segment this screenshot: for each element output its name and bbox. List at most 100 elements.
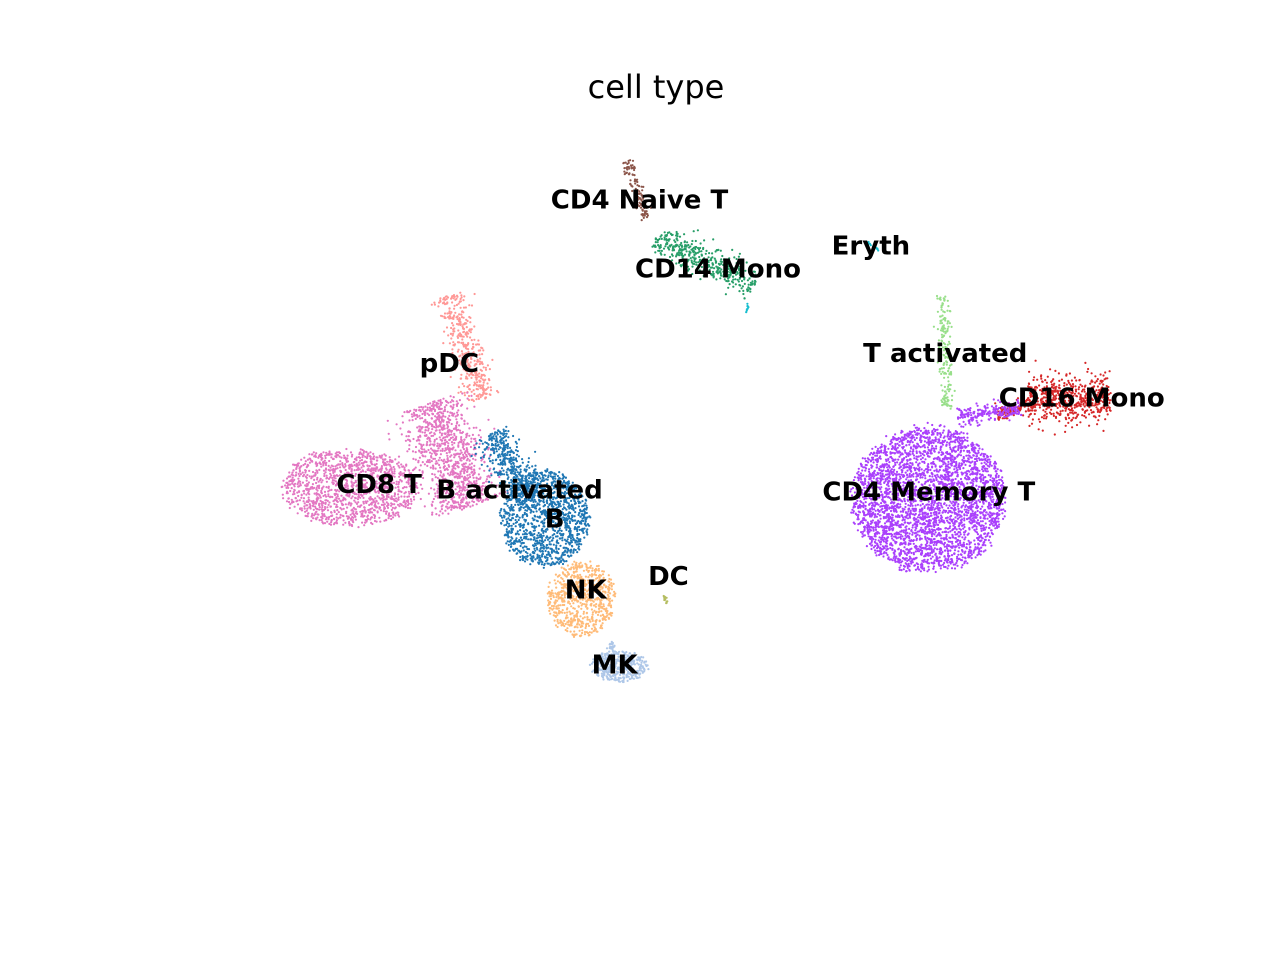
- cell-point: [970, 456, 973, 459]
- cell-point: [987, 458, 990, 461]
- cell-point: [872, 245, 875, 248]
- cell-point: [952, 545, 955, 548]
- cell-point: [948, 404, 951, 407]
- cell-point: [907, 434, 911, 437]
- cell-point: [642, 197, 645, 200]
- cell-point: [737, 268, 741, 271]
- cell-point: [983, 467, 986, 470]
- cell-point: [720, 258, 723, 261]
- cell-point: [998, 509, 1001, 512]
- cell-point: [734, 283, 737, 286]
- cell-point: [920, 439, 923, 442]
- cell-point: [642, 213, 645, 216]
- cell-point: [889, 547, 892, 550]
- cell-point: [888, 525, 891, 528]
- cell-point: [916, 563, 920, 566]
- cell-point: [936, 361, 939, 364]
- cell-point: [744, 269, 747, 272]
- cell-point: [943, 473, 947, 476]
- cell-point: [723, 272, 726, 275]
- cell-point: [977, 449, 980, 452]
- cell-point: [1001, 512, 1004, 515]
- cell-point: [728, 259, 731, 262]
- cell-point: [629, 183, 632, 186]
- cell-point: [875, 547, 879, 550]
- cell-point: [910, 439, 913, 442]
- cell-point: [645, 206, 649, 209]
- cell-point: [868, 453, 872, 456]
- cell-point: [890, 527, 893, 530]
- cell-point: [906, 513, 909, 516]
- cell-point: [895, 537, 898, 540]
- cell-point: [879, 546, 882, 550]
- cell-point: [944, 319, 947, 322]
- cell-point: [911, 526, 914, 529]
- cell-point: [740, 274, 743, 277]
- cell-point: [947, 521, 950, 524]
- cell-point: [940, 514, 943, 517]
- cell-point: [954, 516, 957, 519]
- cell-point: [963, 517, 966, 520]
- cell-point: [1049, 368, 1052, 371]
- cell-point: [930, 531, 933, 534]
- cell-point: [968, 470, 971, 473]
- cell-point: [697, 266, 700, 269]
- cell-point: [934, 428, 937, 432]
- cell-point: [623, 170, 626, 173]
- cell-point: [963, 533, 966, 536]
- cell-point: [939, 441, 942, 445]
- cell-point: [1042, 417, 1046, 420]
- cell-point: [947, 385, 950, 388]
- cell-point: [957, 544, 960, 547]
- cell-point: [868, 510, 872, 513]
- cell-point: [908, 565, 911, 568]
- cell-point: [907, 543, 910, 546]
- cell-point: [738, 277, 741, 280]
- cell-point: [932, 441, 935, 444]
- cell-point: [886, 545, 889, 548]
- cell-point: [934, 507, 937, 510]
- cell-point: [959, 450, 963, 453]
- cell-point: [663, 231, 666, 234]
- cell-point: [922, 435, 926, 439]
- cell-point: [963, 514, 966, 517]
- cell-point: [663, 236, 666, 239]
- cell-point: [971, 510, 974, 513]
- cell-point: [726, 262, 730, 266]
- cell-point: [670, 243, 673, 246]
- cell-point: [914, 550, 917, 553]
- cell-point: [673, 239, 676, 242]
- cell-point: [908, 527, 911, 531]
- cell-point: [867, 522, 870, 525]
- cell-point: [948, 466, 951, 469]
- cell-point: [879, 517, 882, 520]
- cell-point: [938, 346, 941, 349]
- cell-point: [951, 394, 954, 397]
- cell-point: [674, 240, 677, 244]
- cell-point: [913, 513, 917, 516]
- cell-point: [738, 290, 741, 293]
- cell-point: [923, 461, 926, 464]
- cell-point: [922, 450, 926, 453]
- cell-point: [639, 202, 642, 205]
- cell-point: [978, 469, 981, 472]
- cell-point: [959, 539, 962, 543]
- cell-point: [930, 539, 933, 542]
- cell-point: [665, 242, 668, 245]
- cell-point: [917, 445, 921, 448]
- cell-point: [630, 167, 633, 170]
- cell-point: [727, 279, 730, 283]
- cell-point: [984, 407, 987, 410]
- cell-point: [881, 510, 884, 514]
- cell-point: [978, 473, 982, 476]
- cell-point: [970, 513, 973, 516]
- cell-point: [983, 411, 986, 414]
- cell-point: [924, 543, 927, 547]
- cell-point: [658, 245, 661, 248]
- cell-point: [981, 458, 984, 461]
- cell-point: [930, 535, 934, 538]
- cell-point: [942, 429, 945, 432]
- cell-point: [899, 526, 902, 529]
- cell-point: [939, 433, 943, 437]
- cell-point: [927, 439, 930, 443]
